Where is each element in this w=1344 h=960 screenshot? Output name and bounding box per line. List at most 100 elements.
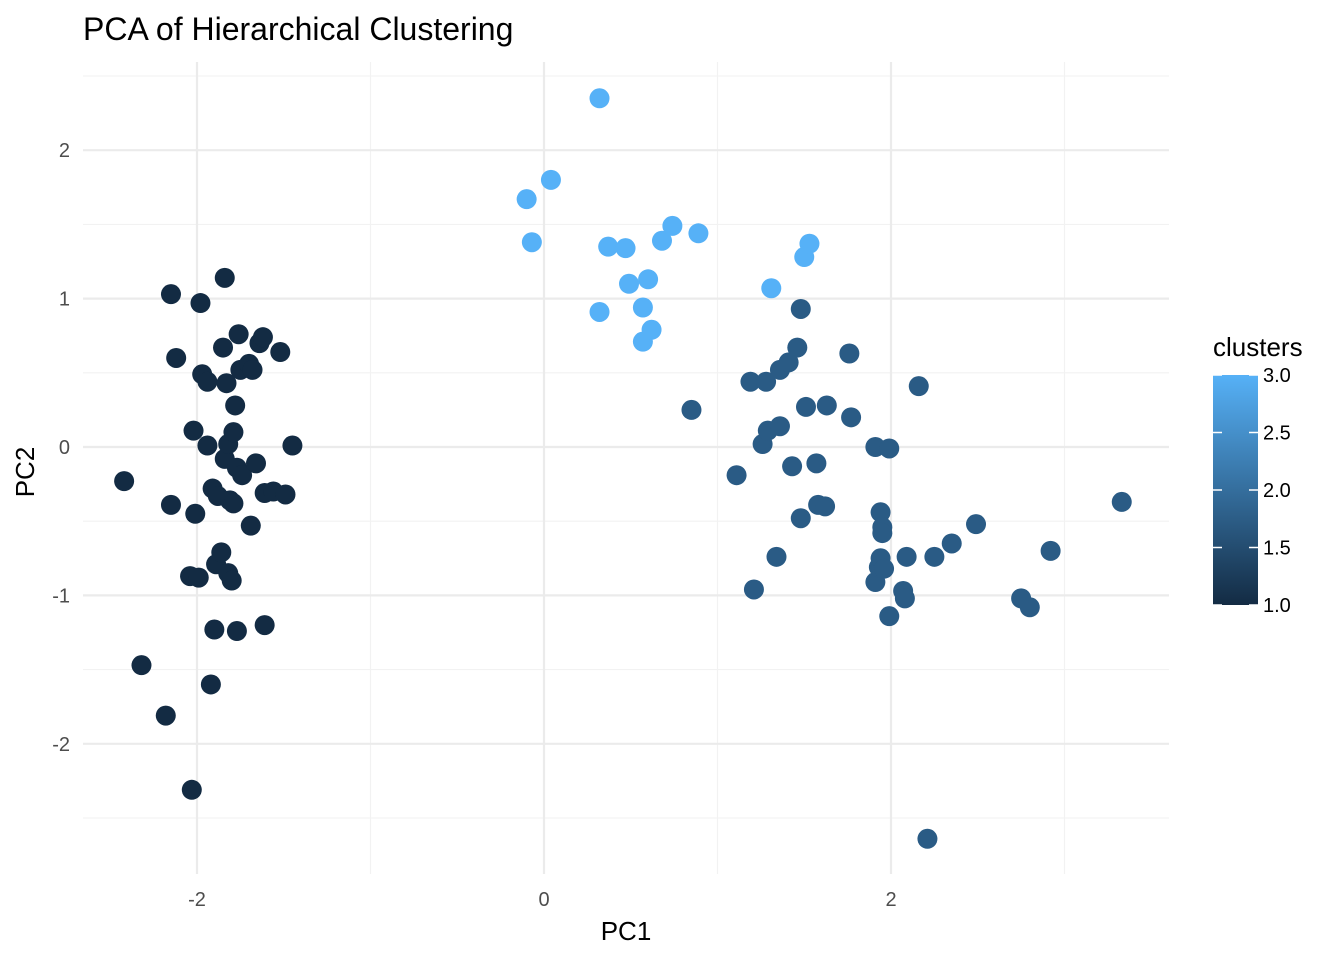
data-point-cluster-3 bbox=[598, 236, 619, 257]
data-point-cluster-1 bbox=[211, 542, 232, 563]
data-point-cluster-2 bbox=[1111, 491, 1132, 512]
legend-break-label: 2.0 bbox=[1263, 480, 1291, 502]
data-point-cluster-1 bbox=[197, 371, 218, 392]
x-axis-title: PC1 bbox=[601, 916, 652, 946]
data-point-cluster-2 bbox=[743, 579, 764, 600]
data-point-cluster-1 bbox=[225, 395, 246, 416]
data-point-cluster-2 bbox=[908, 376, 929, 397]
data-point-cluster-1 bbox=[200, 674, 221, 695]
data-point-cluster-3 bbox=[540, 169, 561, 190]
data-point-cluster-2 bbox=[778, 352, 799, 373]
data-point-cluster-2 bbox=[787, 337, 808, 358]
data-point-cluster-2 bbox=[1019, 597, 1040, 618]
data-point-cluster-2 bbox=[870, 502, 891, 523]
data-point-cluster-3 bbox=[688, 223, 709, 244]
data-point-cluster-3 bbox=[638, 269, 659, 290]
data-point-cluster-1 bbox=[240, 515, 261, 536]
data-point-cluster-1 bbox=[275, 484, 296, 505]
y-tick-label: -2 bbox=[52, 734, 70, 756]
data-point-cluster-3 bbox=[516, 189, 537, 210]
data-point-cluster-1 bbox=[216, 373, 237, 394]
data-point-cluster-3 bbox=[521, 232, 542, 253]
data-point-cluster-3 bbox=[761, 278, 782, 299]
x-axis-tick-labels: -2 0 2 bbox=[188, 889, 896, 911]
data-point-cluster-2 bbox=[879, 438, 900, 459]
legend-title: clusters bbox=[1213, 332, 1303, 362]
data-point-cluster-2 bbox=[924, 546, 945, 567]
data-point-cluster-3 bbox=[662, 215, 683, 236]
data-point-cluster-1 bbox=[221, 570, 242, 591]
data-point-cluster-3 bbox=[589, 88, 610, 109]
y-axis-tick-labels: -2 -1 0 1 2 bbox=[52, 140, 70, 756]
x-tick-label: 0 bbox=[538, 889, 549, 911]
data-point-cluster-2 bbox=[941, 533, 962, 554]
data-point-cluster-1 bbox=[282, 435, 303, 456]
major-gridlines-y bbox=[83, 149, 1169, 745]
data-point-cluster-3 bbox=[651, 230, 672, 251]
y-tick-label: 2 bbox=[59, 140, 70, 162]
data-point-cluster-2 bbox=[872, 523, 893, 544]
y-tick-label: 1 bbox=[59, 289, 70, 311]
legend-break-label: 1.0 bbox=[1263, 595, 1291, 617]
data-point-cluster-2 bbox=[766, 546, 787, 567]
data-point-cluster-2 bbox=[790, 298, 811, 319]
data-point-cluster-2 bbox=[756, 371, 777, 392]
data-point-cluster-2 bbox=[841, 407, 862, 428]
data-point-cluster-3 bbox=[632, 297, 653, 318]
data-point-cluster-1 bbox=[223, 493, 244, 514]
data-point-cluster-1 bbox=[242, 359, 263, 380]
data-point-cluster-1 bbox=[131, 655, 152, 676]
data-point-cluster-1 bbox=[197, 435, 218, 456]
data-point-cluster-1 bbox=[166, 347, 187, 368]
data-point-cluster-2 bbox=[879, 606, 900, 627]
data-point-cluster-3 bbox=[589, 301, 610, 322]
data-point-cluster-1 bbox=[226, 621, 247, 642]
data-point-cluster-3 bbox=[641, 319, 662, 340]
chart-title: PCA of Hierarchical Clustering bbox=[83, 11, 513, 47]
data-point-cluster-2 bbox=[740, 371, 761, 392]
x-tick-label: 2 bbox=[885, 889, 896, 911]
legend-break-label: 2.5 bbox=[1263, 423, 1291, 445]
data-point-cluster-1 bbox=[254, 615, 275, 636]
data-point-cluster-2 bbox=[896, 546, 917, 567]
data-point-cluster-2 bbox=[966, 514, 987, 535]
data-point-cluster-1 bbox=[204, 619, 225, 640]
data-point-cluster-2 bbox=[782, 456, 803, 477]
legend-ticks: 1.0 1.5 2.0 2.5 3.0 bbox=[1213, 365, 1291, 617]
minor-gridlines-y bbox=[83, 75, 1169, 819]
data-point-cluster-1 bbox=[213, 337, 234, 358]
data-point-cluster-1 bbox=[160, 494, 181, 515]
data-point-cluster-3 bbox=[799, 233, 820, 254]
data-point-cluster-1 bbox=[214, 267, 235, 288]
data-point-cluster-1 bbox=[188, 567, 209, 588]
data-point-cluster-1 bbox=[232, 465, 253, 486]
data-point-cluster-1 bbox=[114, 471, 135, 492]
data-point-cluster-2 bbox=[726, 465, 747, 486]
data-point-cluster-2 bbox=[815, 496, 836, 517]
y-tick-label: -1 bbox=[52, 585, 70, 607]
data-points bbox=[114, 88, 1132, 849]
data-point-cluster-2 bbox=[816, 395, 837, 416]
data-point-cluster-1 bbox=[155, 705, 176, 726]
data-point-cluster-2 bbox=[790, 508, 811, 529]
data-point-cluster-1 bbox=[181, 779, 202, 800]
data-point-cluster-2 bbox=[769, 416, 790, 437]
data-point-cluster-1 bbox=[245, 453, 266, 474]
data-point-cluster-1 bbox=[190, 293, 211, 314]
data-point-cluster-1 bbox=[228, 324, 249, 345]
data-point-cluster-1 bbox=[270, 342, 291, 363]
data-point-cluster-2 bbox=[1040, 540, 1061, 561]
legend-break-label: 3.0 bbox=[1263, 365, 1291, 387]
data-point-cluster-2 bbox=[894, 588, 915, 609]
data-point-cluster-2 bbox=[681, 399, 702, 420]
legend: clusters 1.0 1.5 2.0 2.5 3.0 bbox=[1213, 332, 1303, 617]
data-point-cluster-3 bbox=[615, 238, 636, 259]
data-point-cluster-2 bbox=[795, 396, 816, 417]
y-axis-title: PC2 bbox=[10, 447, 40, 498]
data-point-cluster-2 bbox=[839, 343, 860, 364]
data-point-cluster-1 bbox=[185, 503, 206, 524]
data-point-cluster-1 bbox=[160, 284, 181, 305]
data-point-cluster-3 bbox=[619, 273, 640, 294]
y-tick-label: 0 bbox=[59, 437, 70, 459]
